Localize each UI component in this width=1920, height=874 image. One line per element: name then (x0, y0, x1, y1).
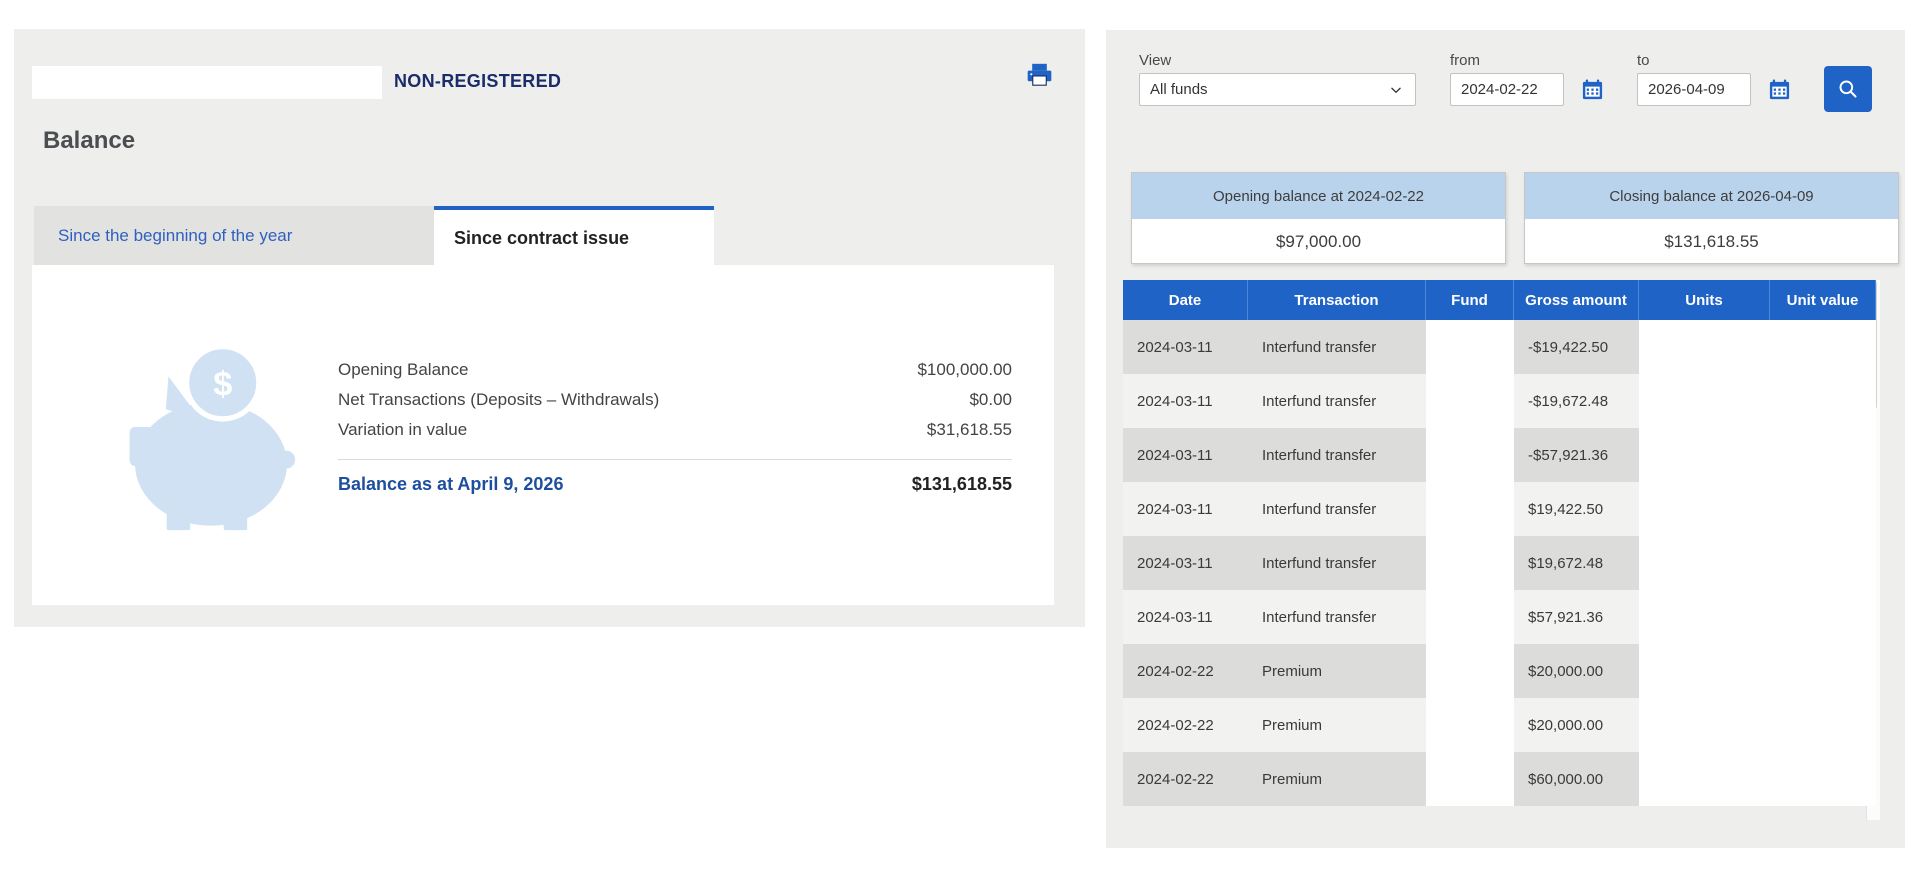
svg-text:$: $ (213, 365, 232, 403)
